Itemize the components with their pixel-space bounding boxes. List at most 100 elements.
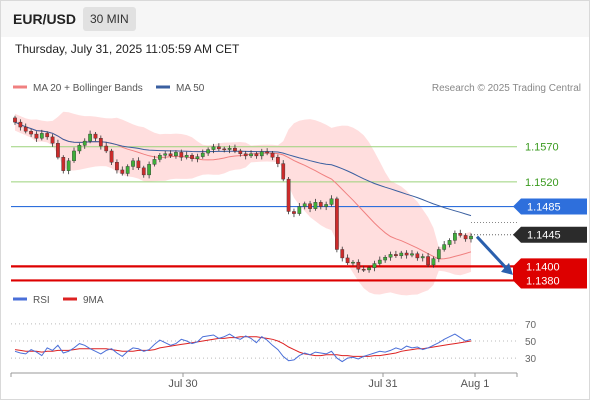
candle-body (420, 256, 425, 259)
candle-body (211, 146, 216, 150)
candle-body (243, 153, 248, 157)
ma9-legend-label: 9MA (83, 295, 104, 306)
candle-body (72, 150, 76, 162)
candle-body (329, 198, 334, 205)
candle-body (404, 252, 409, 256)
candle-body (270, 152, 275, 158)
forecast-arrow-icon (501, 262, 513, 275)
candle-body (286, 178, 291, 212)
candle-body (351, 261, 355, 264)
candle-body (222, 148, 227, 151)
candle-body (174, 152, 178, 157)
candle-body (254, 153, 259, 157)
candle-body (233, 147, 237, 152)
candle-body (13, 117, 17, 123)
candle-body (179, 152, 184, 158)
candle-body (313, 202, 318, 209)
candle-body (259, 151, 264, 157)
time-axis: Jul 30 Jul 31 Aug 1 (10, 372, 518, 390)
candle-body (410, 253, 414, 256)
forecast-arrow-shaft (475, 235, 509, 270)
candle-body (302, 203, 307, 207)
candle-body (227, 147, 232, 150)
resistance-label-1.1485: 1.1485 (527, 202, 561, 214)
candle-body (318, 202, 323, 207)
candle-body (356, 261, 361, 270)
candle-body (394, 254, 398, 257)
price-plot: 1.1570 1.1520 1.1485 1.1445 1.1400 1.1380 (11, 111, 587, 296)
candle-body (82, 140, 87, 146)
candle-body (458, 233, 463, 236)
candle-body (377, 259, 382, 264)
candle-body (98, 138, 103, 147)
candle-body (469, 235, 473, 240)
candle-body (147, 164, 151, 176)
timeframe-button[interactable]: 30 MIN (83, 7, 136, 31)
candle-body (216, 146, 221, 150)
rsi-tick-label-50: 50 (525, 337, 537, 348)
candle-body (163, 153, 168, 156)
resistance-badge-1.1485 (513, 198, 587, 215)
candle-body (361, 268, 366, 271)
level-label-1.1520: 1.1520 (525, 177, 559, 189)
candle-body (45, 133, 50, 138)
candle-body (115, 162, 119, 171)
candle-body (345, 257, 350, 264)
candle-body (367, 267, 371, 271)
candle-body (383, 257, 388, 261)
candle-body (200, 152, 205, 157)
candle-body (442, 244, 447, 250)
candle-body (66, 160, 71, 171)
candle-body (88, 133, 92, 142)
candle-body (39, 133, 44, 139)
candle-body (50, 136, 55, 144)
candle-body (152, 159, 157, 165)
current-price-badge (513, 226, 587, 243)
rsi-tick-label-70: 70 (525, 320, 537, 331)
rsi-plot: 70 50 30 (11, 320, 537, 365)
candle-body (265, 151, 270, 154)
candle-body (131, 160, 135, 167)
candle-body (157, 154, 162, 160)
candle-body (125, 166, 130, 174)
candle-body (141, 167, 146, 176)
candle-body (190, 154, 194, 159)
candle-body (335, 198, 339, 250)
level-label-1.1570: 1.1570 (525, 142, 559, 154)
candle-body (238, 150, 243, 154)
candle-body (29, 131, 33, 135)
candle-body (120, 169, 125, 174)
candle-body (308, 203, 312, 209)
candle-body (399, 252, 404, 257)
candle-body (104, 145, 109, 152)
candle-body (18, 121, 23, 128)
candle-body (249, 153, 253, 157)
candle-body (276, 157, 280, 164)
candle-body (292, 211, 296, 214)
ma50-line (14, 121, 472, 217)
candle-body (463, 235, 468, 240)
rsi-legend-label: RSI (33, 295, 50, 306)
support-label-1.1380: 1.1380 (526, 275, 560, 287)
candle-body (56, 143, 60, 158)
candle-body (23, 126, 28, 132)
candle-body (195, 156, 200, 159)
candle-body (372, 263, 377, 268)
bollinger-band-area (15, 111, 471, 296)
header-bar: EUR/USD 30 MIN (1, 1, 589, 37)
candle-body (297, 206, 302, 214)
candle-body (415, 253, 420, 259)
candle-body (426, 256, 430, 266)
support-label-1.1400: 1.1400 (526, 261, 560, 273)
time-tick-label: Jul 31 (368, 378, 397, 390)
candle-body (77, 145, 82, 152)
candle-body (93, 133, 98, 139)
rsi-line (14, 333, 472, 363)
candle-body (388, 254, 393, 258)
candle-body (206, 149, 210, 154)
candle-body (109, 150, 114, 163)
candle-body (340, 249, 345, 259)
candle-body (324, 204, 329, 207)
